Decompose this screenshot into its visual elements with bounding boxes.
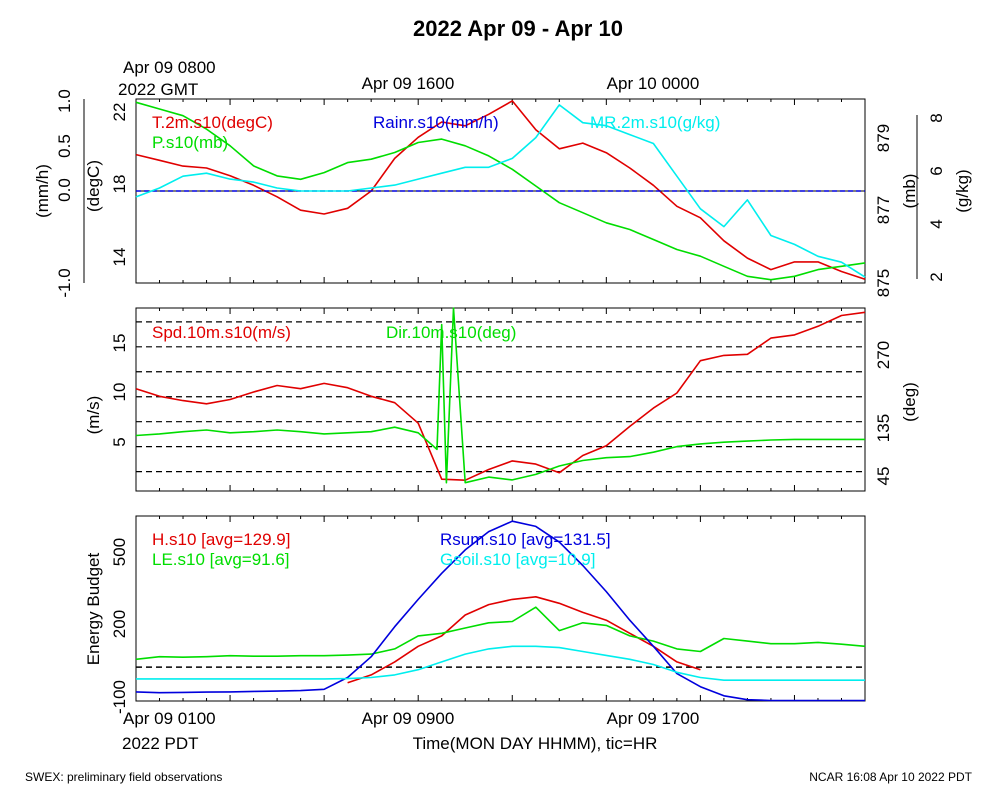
- p1-inner-right-tick-3: 879: [874, 124, 893, 152]
- top-axis-label-2: Apr 09 1600: [362, 74, 455, 93]
- sensible-heat-line: [347, 595, 701, 684]
- p2-left-label: (m/s): [84, 396, 103, 435]
- p1-outer-right-tick-3: 6: [927, 166, 946, 175]
- legend-net-radiation: Rsum.s10 [avg=131.5]: [440, 530, 611, 549]
- footer-right: NCAR 16:08 Apr 10 2022 PDT: [809, 770, 972, 784]
- mixing-ratio-line: [135, 104, 866, 278]
- p1-inner-right-tick-2: 877: [874, 196, 893, 224]
- legend-rainrate: Rainr.s10(mm/h): [373, 113, 499, 132]
- p1-outer-left-tick-2: 0.0: [55, 178, 74, 202]
- p1-inner-left-tick-2: 18: [110, 175, 129, 194]
- legend-wind-speed: Spd.10m.s10(m/s): [152, 323, 291, 342]
- p1-outer-right-tick-4: 8: [927, 113, 946, 122]
- p1-outer-left-tick-1: -1.0: [55, 268, 74, 297]
- top-axis-label-1: Apr 09 0800: [123, 58, 216, 77]
- legend-pressure: P.s10(mb): [152, 133, 228, 152]
- p2-right-tick-2: 135: [874, 414, 893, 442]
- p1-outer-right-tick-1: 2: [927, 272, 946, 281]
- p1-outer-left-tick-3: 0.5: [55, 134, 74, 158]
- p1-inner-left-label: (degC): [84, 160, 103, 212]
- p3-left-label: Energy Budget: [84, 552, 103, 665]
- bottom-axis-sublabel: 2022 PDT: [122, 734, 199, 753]
- footer-left: SWEX: preliminary field observations: [25, 770, 222, 784]
- top-axis-label-3: Apr 10 0000: [607, 74, 700, 93]
- wind-direction-line: [135, 307, 865, 484]
- p1-inner-right-label: (mb): [900, 174, 919, 209]
- net-radiation-line: [135, 520, 865, 702]
- legend-sensible-heat: H.s10 [avg=129.9]: [152, 530, 290, 549]
- latent-heat-line: [135, 606, 866, 661]
- p1-outer-left-label: (mm/h): [33, 164, 52, 218]
- bottom-axis-label-2: Apr 09 0900: [362, 709, 455, 728]
- x-axis-title: Time(MON DAY HHMM), tic=HR: [413, 734, 658, 753]
- p3-left-tick-1: -100: [110, 680, 129, 714]
- p1-outer-right-tick-2: 4: [927, 219, 946, 228]
- p2-right-tick-1: 45: [874, 467, 893, 486]
- axis-ticks: [135, 99, 866, 701]
- p2-left-tick-2: 10: [110, 383, 129, 402]
- legend-soil-heat: Gsoil.s10 [avg=10.9]: [440, 550, 595, 569]
- data-series: [135, 100, 866, 702]
- p3-left-tick-2: 200: [110, 610, 129, 638]
- temperature-2m-line: [135, 100, 866, 280]
- bottom-axis-label-3: Apr 09 1700: [607, 709, 700, 728]
- p1-outer-left-tick-4: 1.0: [55, 89, 74, 113]
- p1-inner-left-tick-1: 14: [110, 248, 129, 267]
- top-axis-sublabel: 2022 GMT: [118, 80, 198, 99]
- soil-heat-line: [136, 645, 865, 682]
- wind-speed-line: [135, 311, 866, 482]
- panel-2-frame: [135, 307, 866, 492]
- bottom-axis-label-1: Apr 09 0100: [123, 709, 216, 728]
- chart-title: 2022 Apr 09 - Apr 10: [413, 16, 623, 41]
- legend-t2m: T.2m.s10(degC): [152, 113, 273, 132]
- panel-3-frame: [135, 515, 866, 702]
- legend-latent-heat: LE.s10 [avg=91.6]: [152, 550, 290, 569]
- p2-left-tick-1: 5: [110, 437, 129, 446]
- p2-right-label: (deg): [900, 382, 919, 422]
- p1-inner-left-tick-3: 22: [110, 103, 129, 122]
- legend-mixing-ratio: MR.2m.s10(g/kg): [590, 113, 720, 132]
- legend-wind-dir: Dir.10m.s10(deg): [386, 323, 516, 342]
- p1-inner-right-tick-1: 875: [874, 269, 893, 297]
- p2-right-tick-3: 270: [874, 341, 893, 369]
- p3-left-tick-3: 500: [110, 538, 129, 566]
- p2-left-tick-3: 15: [110, 334, 129, 353]
- p1-outer-right-label: (g/kg): [953, 169, 972, 212]
